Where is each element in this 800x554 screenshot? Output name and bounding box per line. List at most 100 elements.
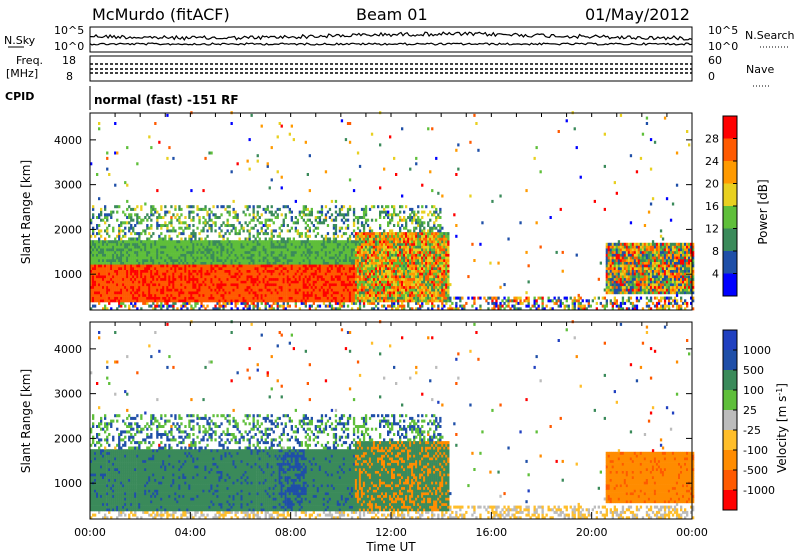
heatmap-cell [326,267,330,270]
heatmap-cell [188,240,191,244]
heatmap-cell [381,259,384,262]
heatmap-cell [300,301,303,305]
heatmap-cell [226,245,229,249]
heatmap-cell [330,264,334,268]
heatmap-cell [204,221,207,225]
heatmap-cell [278,283,281,287]
heatmap-cell [168,277,171,281]
heatmap-cell [228,277,231,281]
heatmap-cell [419,259,422,262]
heatmap-cell [198,269,201,273]
heatmap-cell [340,218,344,222]
heatmap-cell [90,299,93,303]
heatmap-cell [246,229,249,233]
heatmap-cell [324,299,328,303]
heatmap-cell [417,285,420,289]
heatmap-cell [276,301,279,305]
heatmap-cell [338,275,342,279]
heatmap-cell [362,240,366,244]
heatmap-cell [230,248,233,252]
heatmap-cell [272,307,275,311]
heatmap-cell [368,234,372,238]
heatmap-cell [350,240,354,244]
heatmap-cell [252,304,255,308]
heatmap-cell [328,301,332,305]
heatmap-cell [172,256,175,260]
heatmap-cell [324,272,328,276]
heatmap-cell [104,283,107,287]
heatmap-cell [198,232,201,236]
heatmap-cell [140,291,143,295]
heatmap-cell [421,261,424,265]
heatmap-cell [202,245,205,249]
heatmap-cell [415,283,418,287]
heatmap-cell [208,293,211,297]
heatmap-cell [100,291,103,295]
heatmap-cell [204,250,207,254]
heatmap-cell [391,253,394,257]
heatmap-cell [268,224,271,227]
heatmap-cell [286,205,289,209]
heatmap-cell [411,221,414,225]
heatmap-cell [401,234,404,238]
heatmap-cell [196,272,199,276]
heatmap-cell [100,248,103,252]
heatmap-cell [166,210,169,214]
heatmap-cell [346,248,350,252]
heatmap-cell [192,224,195,227]
heatmap-cell [214,288,217,292]
heatmap-cell [385,264,388,268]
heatmap-cell [354,299,358,303]
heatmap-cell [312,275,315,279]
heatmap-cell [164,261,167,265]
heatmap-cell [268,288,271,292]
heatmap-cell [262,207,265,211]
heatmap-cell [372,269,376,273]
heatmap-cell [148,242,151,246]
heatmap-cell [320,213,324,217]
heatmap-cell [268,280,271,284]
heatmap-cell [298,250,301,254]
heatmap-cell [168,291,171,295]
heatmap-cell [302,259,305,262]
heatmap-cell [224,261,227,265]
heatmap-cell [214,250,217,254]
heatmap-cell [397,224,400,227]
heatmap-cell [222,304,225,308]
heatmap-cell [346,253,350,257]
heatmap-cell [260,293,263,297]
heatmap-cell [134,269,137,273]
heatmap-cell [399,229,402,233]
heatmap-cell [220,283,223,287]
heatmap-cell [94,267,97,270]
heatmap-cell [90,264,93,268]
heatmap-cell [232,207,235,211]
heatmap-cell [364,205,368,209]
heatmap-cell [356,259,360,262]
heatmap-cell [266,277,269,281]
heatmap-cell [202,283,205,287]
heatmap-cell [174,240,177,244]
heatmap-cell [190,242,193,246]
heatmap-cell [302,296,305,300]
heatmap-cell [220,272,223,276]
heatmap-cell [270,264,273,268]
heatmap-cell [302,264,305,268]
heatmap-cell [244,304,247,308]
heatmap-cell [336,248,340,252]
station-title: McMurdo (fitACF) [92,5,230,24]
heatmap-cell [166,269,169,273]
heatmap-cell [206,288,209,292]
heatmap-cell [196,280,199,284]
heatmap-cell [170,216,173,219]
heatmap-cell [356,221,360,225]
heatmap-cell [248,277,251,281]
heatmap-cell [320,234,324,238]
heatmap-cell [230,307,233,311]
heatmap-cell [160,261,163,265]
heatmap-cell [274,283,277,287]
heatmap-cell [156,218,159,222]
heatmap-cell [280,124,283,128]
heatmap-cell [282,272,285,276]
heatmap-cell [284,264,287,268]
